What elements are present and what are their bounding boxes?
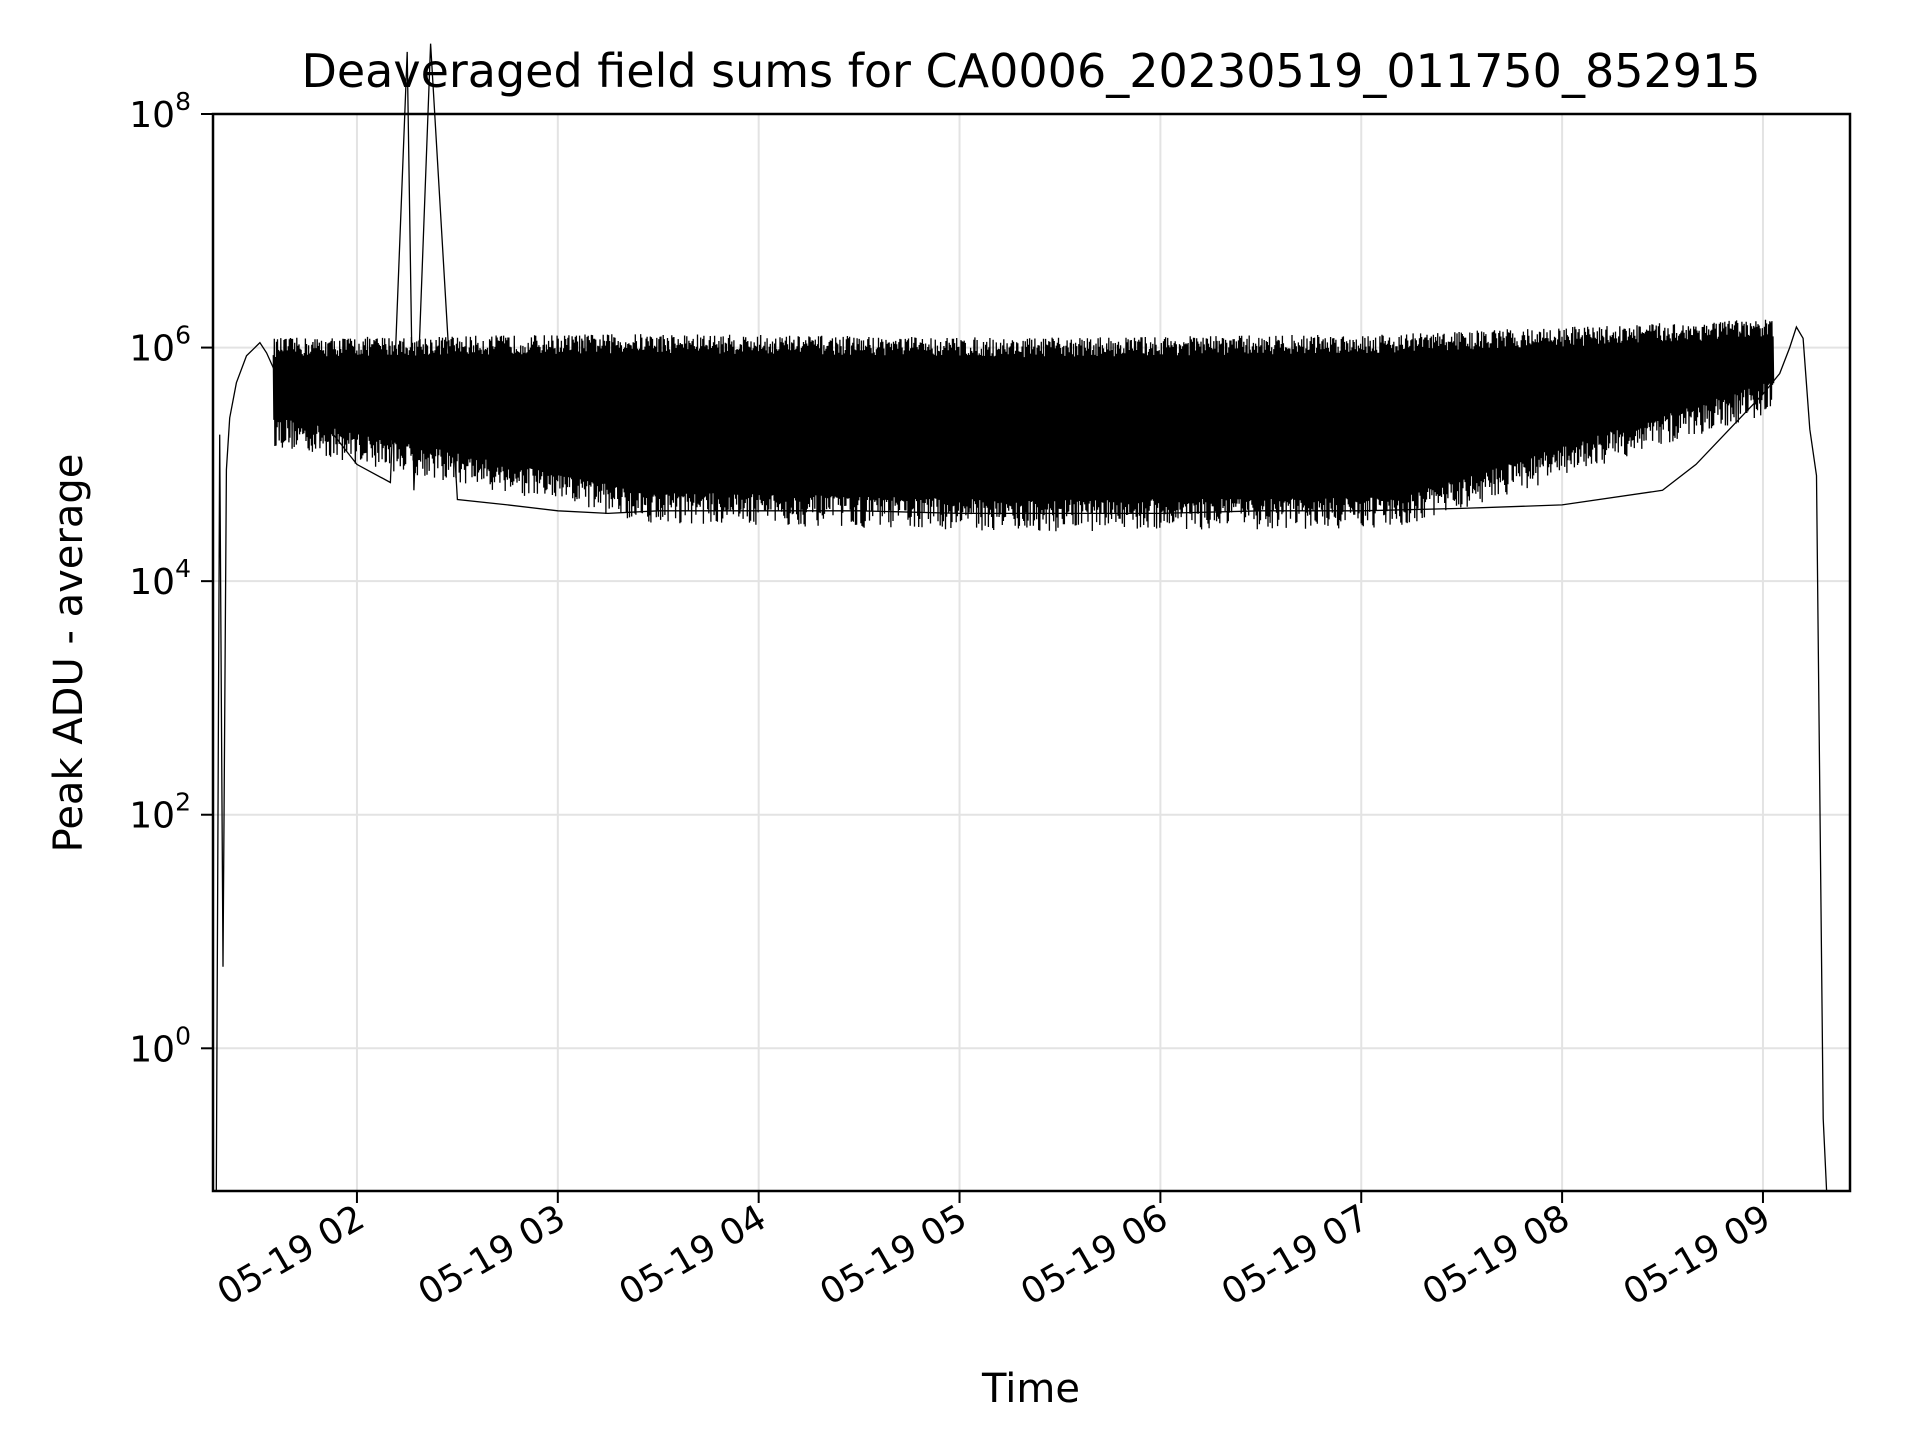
y-tick-label: 104 (129, 554, 191, 603)
y-tick-exponent: 8 (175, 87, 191, 116)
y-tick-exponent: 4 (175, 554, 191, 583)
y-tick-exponent: 2 (175, 788, 191, 817)
y-tick-label: 100 (129, 1021, 191, 1070)
y-tick-base: 10 (129, 796, 175, 837)
plot-frame (211, 112, 1852, 1193)
series-layer (215, 43, 1830, 1192)
y-tick-exponent: 6 (175, 321, 191, 350)
y-tick-base: 10 (129, 562, 175, 603)
y-tick-base: 10 (129, 1029, 175, 1070)
y-tick-label: 102 (129, 788, 191, 837)
y-tick-base: 10 (129, 95, 175, 136)
y-tick-label: 106 (129, 321, 191, 370)
y-tick-exponent: 0 (175, 1021, 191, 1050)
x-axis-label: Time (981, 1366, 1080, 1412)
y-axis-label: Peak ADU - average (46, 454, 92, 853)
series-dense-band (272, 319, 1775, 532)
y-tick-base: 10 (129, 329, 175, 370)
chart-title: Deaveraged field sums for CA0006_2023051… (301, 44, 1760, 98)
y-tick-label: 108 (129, 87, 191, 136)
grid (213, 113, 1850, 1191)
